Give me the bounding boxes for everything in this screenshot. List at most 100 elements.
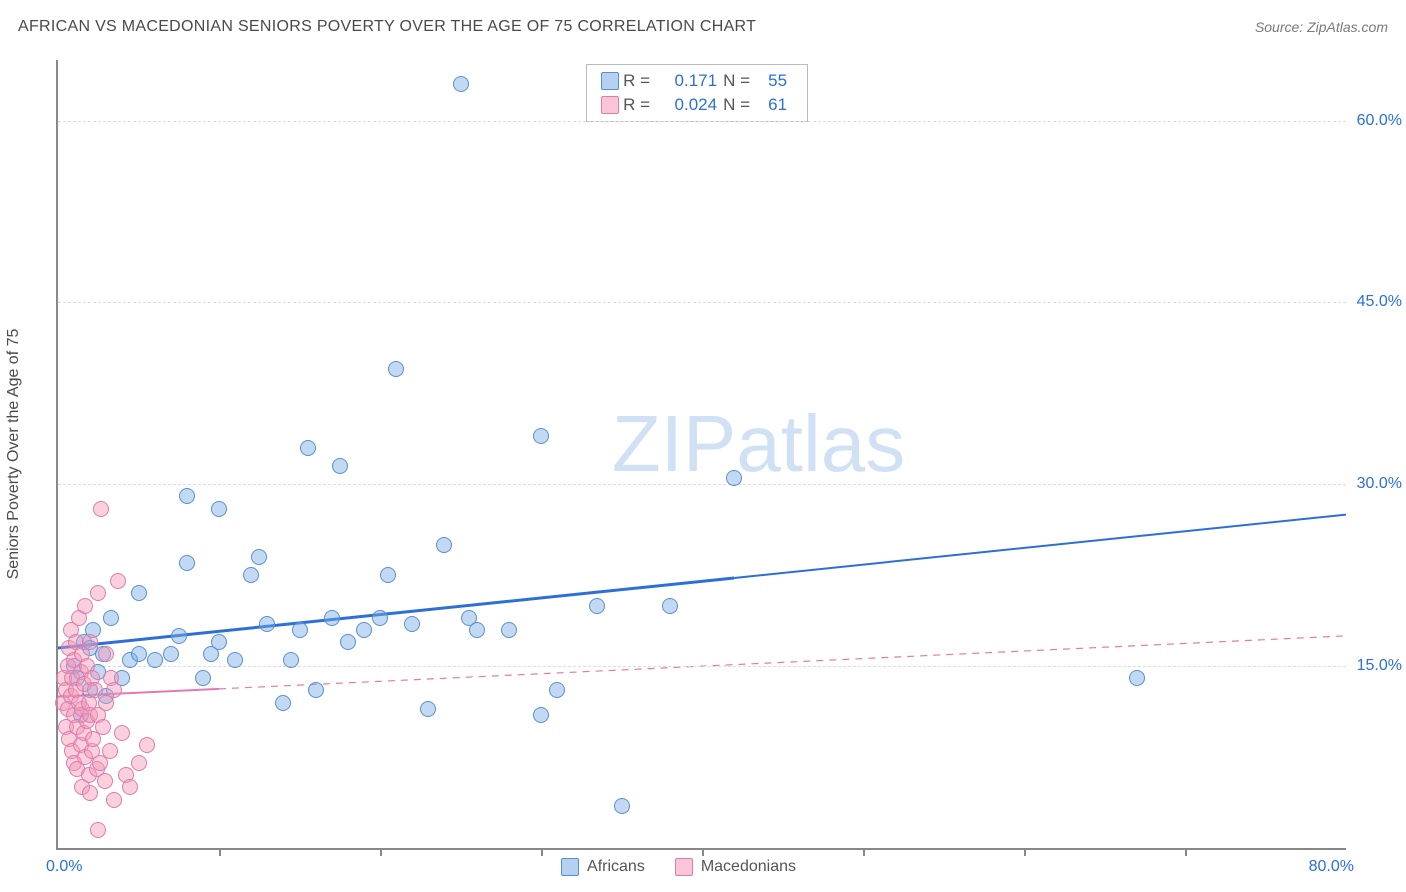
correlation-rn-legend: R =0.171N =55 R =0.024N =61: [586, 64, 808, 122]
rn-r-label: R =: [623, 71, 653, 91]
scatter-point-africans: [147, 652, 163, 668]
scatter-point-africans: [332, 458, 348, 474]
y-tick-label: 15.0%: [1350, 657, 1402, 675]
scatter-point-africans: [404, 616, 420, 632]
scatter-point-africans: [533, 707, 549, 723]
legend-swatch: [675, 858, 693, 876]
rn-r-value: 0.171: [653, 71, 723, 91]
scatter-point-africans: [469, 622, 485, 638]
y-tick-label: 30.0%: [1350, 475, 1402, 493]
scatter-point-africans: [131, 646, 147, 662]
gridline: [58, 666, 1346, 667]
scatter-point-africans: [372, 610, 388, 626]
scatter-point-macedonians: [82, 634, 98, 650]
watermark-zip: ZIP: [612, 399, 736, 488]
trend-line-ext-africans: [734, 515, 1346, 578]
trend-lines-layer: [58, 60, 1346, 848]
scatter-point-macedonians: [90, 822, 106, 838]
legend-label: Macedonians: [701, 858, 796, 876]
watermark: ZIPatlas: [612, 398, 905, 490]
source-label: Source: ZipAtlas.com: [1255, 19, 1388, 35]
scatter-point-africans: [243, 567, 259, 583]
y-tick-label: 60.0%: [1350, 112, 1402, 130]
scatter-point-africans: [103, 610, 119, 626]
scatter-point-africans: [533, 428, 549, 444]
scatter-point-africans: [292, 622, 308, 638]
gridline: [58, 302, 1346, 303]
scatter-point-macedonians: [139, 737, 155, 753]
scatter-point-africans: [283, 652, 299, 668]
scatter-point-macedonians: [114, 725, 130, 741]
scatter-point-africans: [308, 682, 324, 698]
scatter-point-africans: [420, 701, 436, 717]
scatter-point-africans: [388, 361, 404, 377]
scatter-point-africans: [1129, 670, 1145, 686]
scatter-point-africans: [614, 798, 630, 814]
scatter-point-africans: [227, 652, 243, 668]
scatter-point-macedonians: [122, 779, 138, 795]
scatter-point-macedonians: [102, 743, 118, 759]
scatter-point-africans: [251, 549, 267, 565]
x-tick: [219, 848, 221, 856]
scatter-point-africans: [589, 598, 605, 614]
scatter-point-africans: [259, 616, 275, 632]
x-tick: [1024, 848, 1026, 856]
y-tick-label: 45.0%: [1350, 293, 1402, 311]
y-axis-title: Seniors Poverty Over the Age of 75: [5, 329, 23, 580]
rn-r-label: R =: [623, 95, 653, 115]
scatter-point-africans: [179, 488, 195, 504]
scatter-point-macedonians: [98, 646, 114, 662]
legend-swatch: [561, 858, 579, 876]
x-tick: [541, 848, 543, 856]
scatter-point-africans: [211, 501, 227, 517]
rn-n-value: 61: [753, 95, 793, 115]
scatter-point-africans: [501, 622, 517, 638]
rn-n-value: 55: [753, 71, 793, 91]
scatter-point-macedonians: [90, 585, 106, 601]
scatter-point-macedonians: [131, 755, 147, 771]
legend-label: Africans: [587, 858, 645, 876]
title-bar: AFRICAN VS MACEDONIAN SENIORS POVERTY OV…: [18, 18, 1388, 36]
x-axis-max-label: 80.0%: [1309, 858, 1354, 876]
x-axis-min-label: 0.0%: [46, 858, 82, 876]
scatter-point-africans: [195, 670, 211, 686]
x-tick: [380, 848, 382, 856]
rn-r-value: 0.024: [653, 95, 723, 115]
scatter-point-africans: [171, 628, 187, 644]
scatter-point-macedonians: [106, 792, 122, 808]
rn-n-label: N =: [723, 71, 753, 91]
legend-item: Africans: [561, 858, 645, 876]
scatter-point-africans: [300, 440, 316, 456]
trend-line-ext-macedonians: [219, 636, 1346, 689]
scatter-point-macedonians: [93, 501, 109, 517]
scatter-point-macedonians: [77, 598, 93, 614]
scatter-plot-area: Seniors Poverty Over the Age of 75 ZIPat…: [56, 60, 1346, 850]
scatter-point-africans: [549, 682, 565, 698]
rn-swatch: [601, 96, 619, 114]
legend-item: Macedonians: [675, 858, 796, 876]
trend-line-africans: [58, 578, 734, 648]
scatter-point-africans: [726, 470, 742, 486]
gridline: [58, 484, 1346, 485]
scatter-point-africans: [436, 537, 452, 553]
rn-n-label: N =: [723, 95, 753, 115]
scatter-point-africans: [356, 622, 372, 638]
x-tick: [702, 848, 704, 856]
scatter-point-africans: [275, 695, 291, 711]
rn-swatch: [601, 72, 619, 90]
chart-title: AFRICAN VS MACEDONIAN SENIORS POVERTY OV…: [18, 18, 756, 36]
scatter-point-macedonians: [95, 719, 111, 735]
gridline: [58, 121, 1346, 122]
scatter-point-africans: [179, 555, 195, 571]
watermark-atlas: atlas: [736, 399, 905, 488]
scatter-point-africans: [131, 585, 147, 601]
scatter-point-africans: [453, 76, 469, 92]
scatter-point-africans: [324, 610, 340, 626]
x-tick: [1185, 848, 1187, 856]
scatter-point-macedonians: [97, 773, 113, 789]
scatter-point-africans: [340, 634, 356, 650]
scatter-point-macedonians: [110, 573, 126, 589]
scatter-point-macedonians: [106, 682, 122, 698]
scatter-point-africans: [211, 634, 227, 650]
series-legend: Africans Macedonians: [561, 858, 796, 876]
